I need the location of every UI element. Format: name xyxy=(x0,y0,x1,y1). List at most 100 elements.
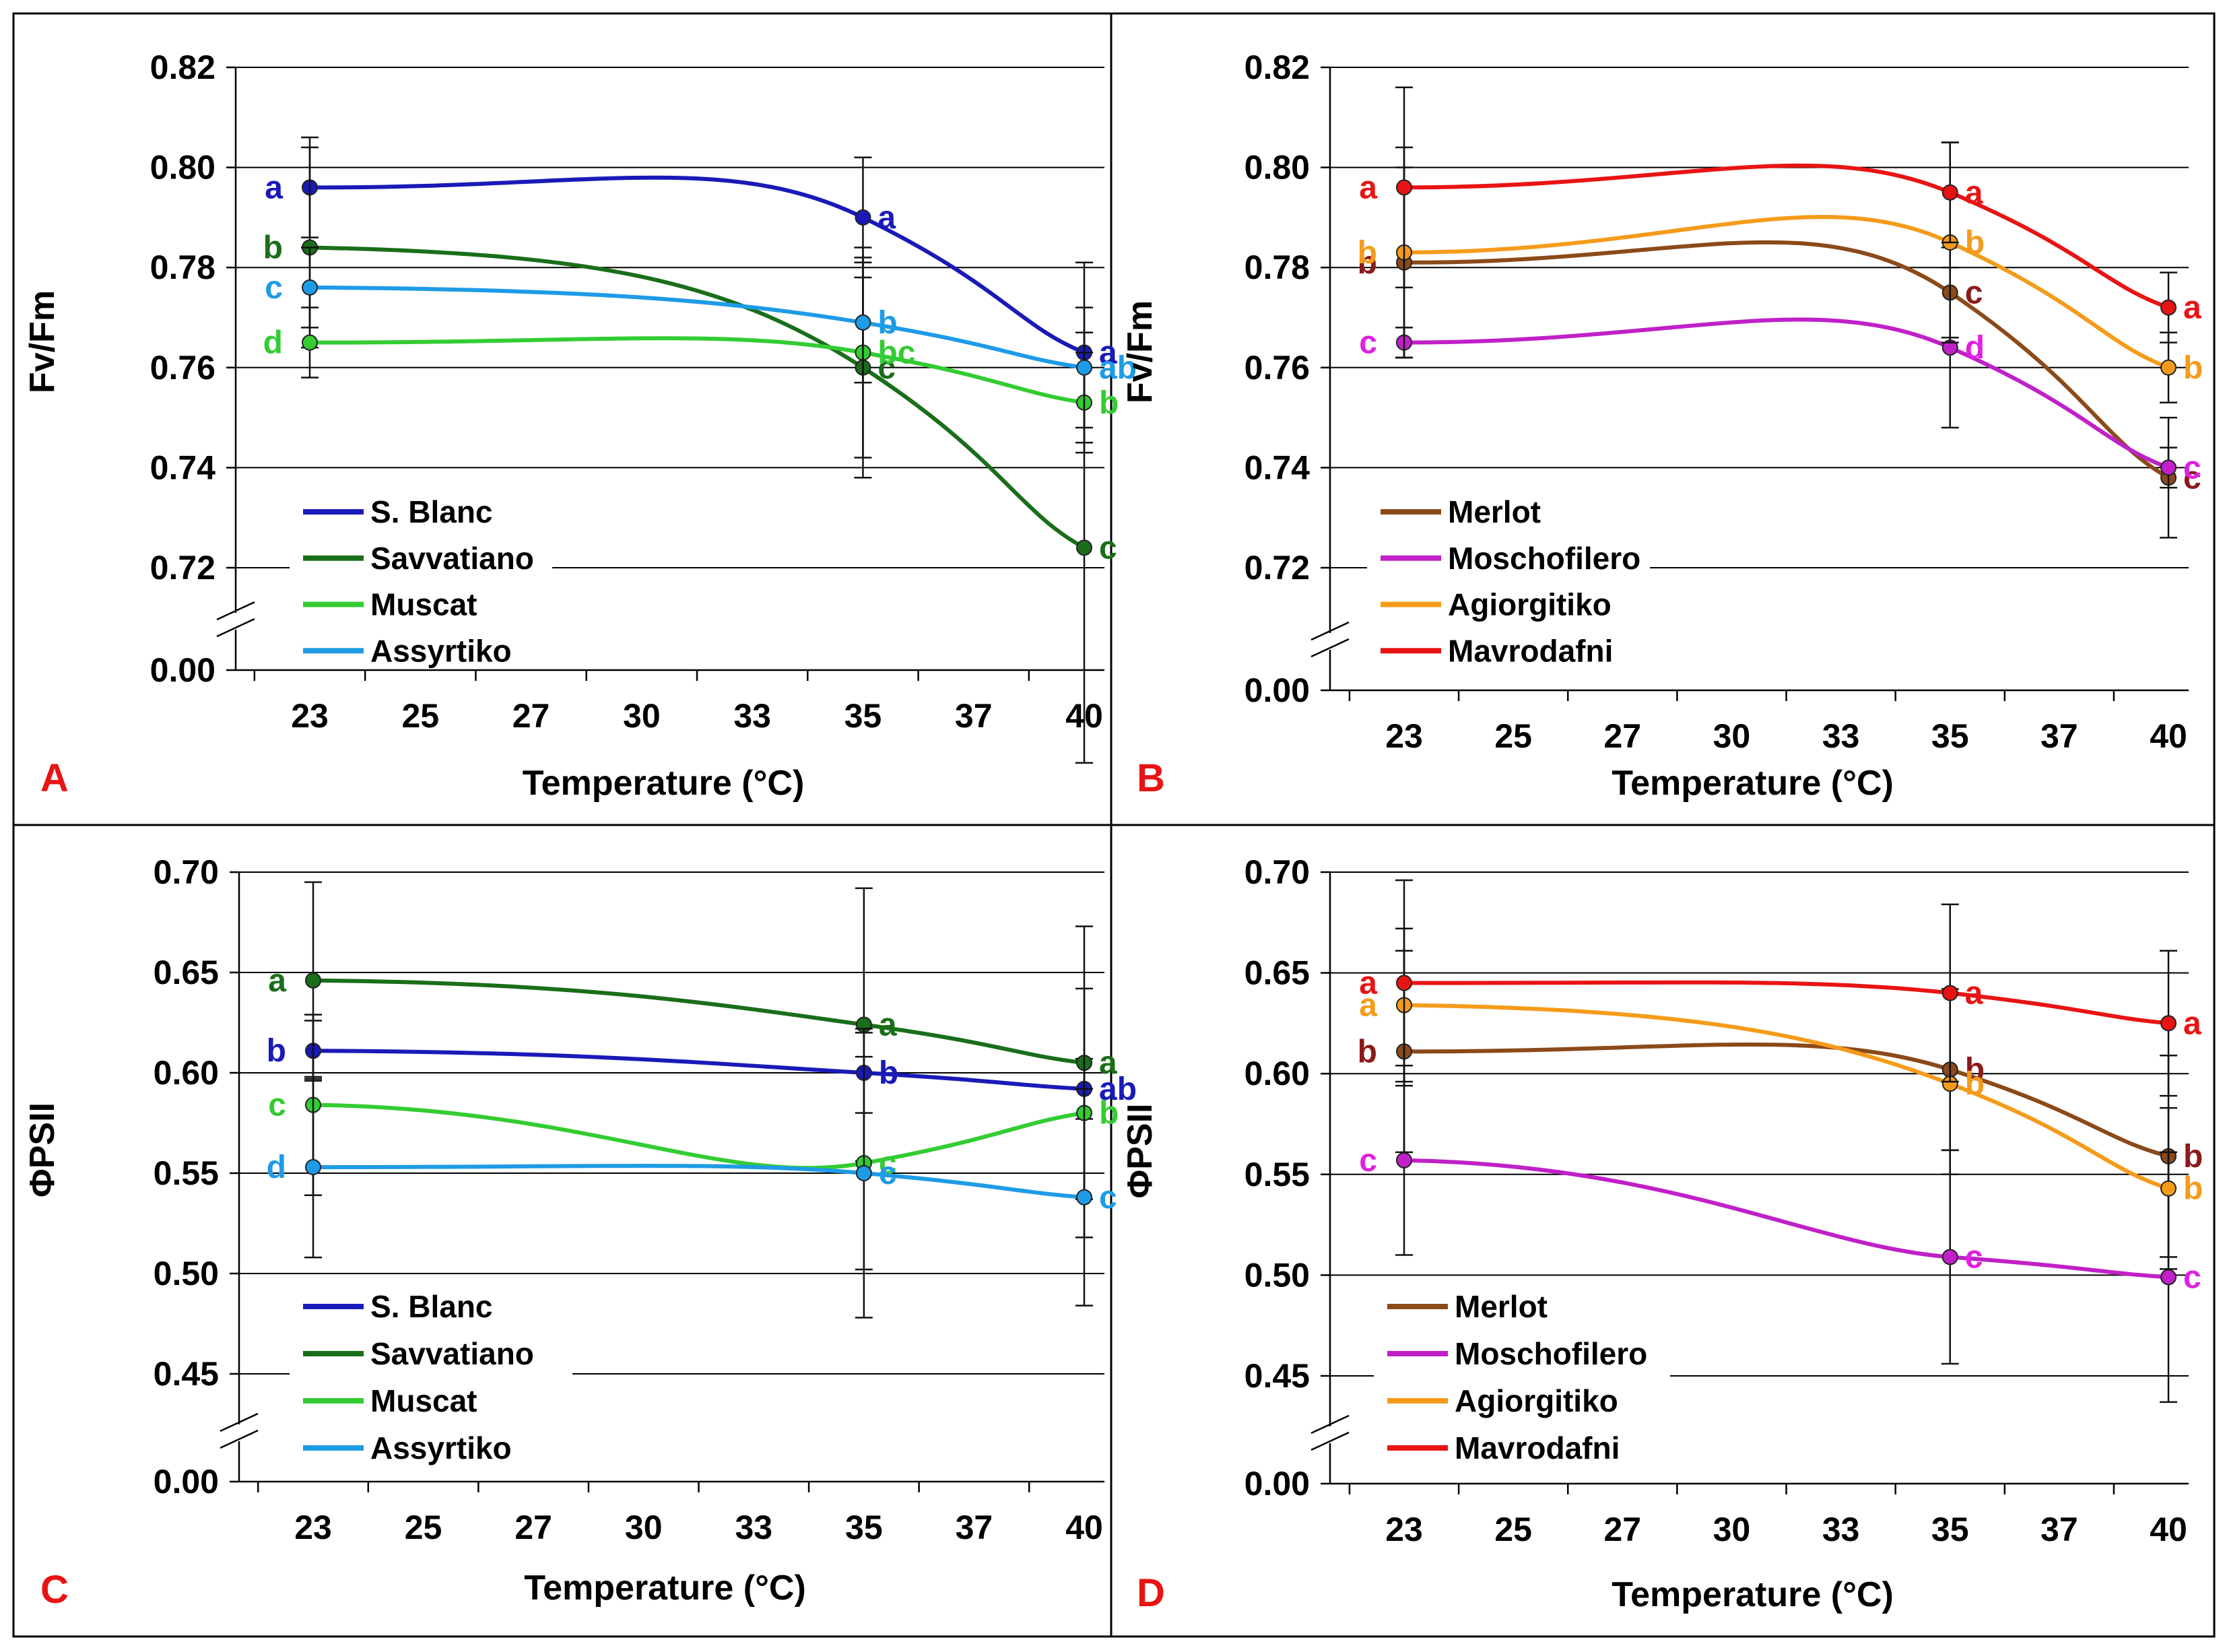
x-tick-label: 25 xyxy=(1494,1511,1532,1548)
significance-letter: c xyxy=(1099,530,1117,566)
axis-break-mark xyxy=(216,601,255,621)
legend-label: Moschofilero xyxy=(1455,1336,1647,1371)
significance-letter: b xyxy=(2183,1139,2203,1175)
data-point xyxy=(1076,1189,1092,1205)
legend-label: Savvatiano xyxy=(370,1336,534,1371)
x-tick-label: 40 xyxy=(2150,1511,2187,1548)
panel-a: 0.00 0.72 0.74 0.76 0.78 0.80 0.82 23 25 27 30 33 35… xyxy=(23,48,1137,803)
y-tick-label: 0.00 xyxy=(1245,671,1310,709)
y-axis-title: ΦPSII xyxy=(23,1102,62,1197)
x-tick-label: 35 xyxy=(1931,1511,1969,1548)
x-tick-label: 27 xyxy=(1603,1511,1641,1548)
significance-letter: ab xyxy=(1099,350,1137,386)
x-tick-label: 23 xyxy=(1385,1511,1423,1548)
x-tick-label: 30 xyxy=(1713,717,1751,755)
significance-letter: a xyxy=(2183,290,2201,326)
y-tick-label: 0.65 xyxy=(1245,954,1310,992)
y-tick-label: 0.80 xyxy=(1245,149,1310,187)
series-line xyxy=(1403,1158,2169,1280)
x-tick-label: 35 xyxy=(845,1509,883,1546)
legend-label: Assyrtiko xyxy=(370,633,512,668)
data-point xyxy=(2160,359,2177,376)
y-axis-title: ΦPSII xyxy=(1121,1104,1160,1199)
y-tick-label: 0.76 xyxy=(150,349,215,387)
significance-letter: a xyxy=(1359,987,1377,1023)
panel-b: 0.00 0.72 0.74 0.76 0.78 0.80 0.82 23 25 27 30 33 35… xyxy=(1121,48,2203,803)
y-tick-label: 0.82 xyxy=(1245,48,1310,86)
significance-letter: b xyxy=(1358,1034,1377,1069)
significance-letter: c xyxy=(1359,1143,1377,1179)
significance-letter: b xyxy=(1358,235,1377,271)
series-line xyxy=(309,175,1086,355)
panel-label: A xyxy=(40,756,69,800)
x-axis-title: Temperature (°C) xyxy=(1612,764,1894,803)
significance-letter: a xyxy=(1359,170,1377,205)
x-tick-label: 23 xyxy=(1385,717,1423,755)
legend-label: Mavrodafni xyxy=(1448,633,1613,668)
significance-letter: c xyxy=(2183,460,2201,496)
y-tick-label: 0.76 xyxy=(1245,349,1310,387)
y-tick-label: 0.80 xyxy=(150,149,215,187)
legend-label: Moschofilero xyxy=(1448,541,1640,576)
legend-label: Mavrodafni xyxy=(1455,1430,1620,1465)
legend-box xyxy=(1374,1278,1670,1467)
series-line xyxy=(1403,317,2170,470)
x-tick-label: 37 xyxy=(2040,1511,2078,1548)
x-tick-label: 40 xyxy=(1065,1509,1103,1546)
series-line xyxy=(1403,163,2169,310)
data-point xyxy=(2160,1180,2177,1197)
axis-break-mark xyxy=(1310,1414,1350,1434)
y-tick-label: 0.45 xyxy=(154,1355,219,1393)
panel-d: 0.00 0.45 0.50 0.55 0.60 0.65 0.70 23 25 27 30 33 35… xyxy=(1121,853,2203,1615)
significance-letter: b xyxy=(1099,1096,1119,1131)
axis-break-mark xyxy=(220,1412,259,1432)
x-tick-label: 33 xyxy=(1822,1511,1860,1548)
significance-letter: c xyxy=(2183,450,2201,486)
data-point xyxy=(1942,985,1958,1001)
significance-letter: b xyxy=(1965,1052,1985,1088)
legend-label: Agiorgitiko xyxy=(1448,587,1612,622)
legend-label: Assyrtiko xyxy=(370,1430,512,1465)
y-tick-label: 0.78 xyxy=(1245,249,1310,286)
data-point xyxy=(1396,1152,1412,1168)
y-tick-label: 0.00 xyxy=(154,1463,219,1500)
series-line xyxy=(1403,980,2169,1026)
y-tick-label: 0.55 xyxy=(1245,1156,1310,1193)
legend-label: Agiorgitiko xyxy=(1455,1383,1618,1418)
panel-label: C xyxy=(40,1568,69,1612)
x-tick-label: 30 xyxy=(623,697,661,735)
panel-label: D xyxy=(1137,1571,1165,1615)
data-point xyxy=(2160,1015,2177,1032)
x-tick-label: 25 xyxy=(401,697,439,735)
series-line xyxy=(1403,1003,2169,1191)
significance-letter: d xyxy=(1965,330,1985,366)
legend-label: Savvatiano xyxy=(370,541,534,576)
data-point xyxy=(1076,539,1092,556)
series-line xyxy=(1403,1042,2169,1158)
significance-letter: b xyxy=(1099,385,1119,421)
significance-letter: a xyxy=(879,1007,897,1043)
significance-letter: bc xyxy=(877,335,915,371)
x-tick-label: 23 xyxy=(294,1509,332,1546)
y-tick-label: 0.72 xyxy=(1245,549,1310,587)
data-point xyxy=(2160,299,2177,316)
significance-letter: b xyxy=(879,1055,898,1091)
data-point xyxy=(1396,974,1412,991)
significance-letter: a xyxy=(1965,976,1983,1012)
significance-letter: c xyxy=(1965,1239,1983,1275)
data-point xyxy=(302,334,318,351)
x-tick-label: 40 xyxy=(2150,717,2187,755)
significance-letter: a xyxy=(1099,1045,1117,1081)
significance-letter: a xyxy=(2183,1005,2201,1041)
significance-letter: ab xyxy=(1099,1071,1137,1107)
x-tick-label: 35 xyxy=(1931,717,1969,755)
x-tick-label: 30 xyxy=(625,1509,663,1546)
y-tick-label: 0.60 xyxy=(1245,1055,1310,1092)
significance-letter: c xyxy=(265,270,283,306)
significance-letter: b xyxy=(2183,350,2203,386)
y-tick-label: 0.82 xyxy=(150,48,215,86)
legend-box xyxy=(290,1278,572,1467)
y-tick-label: 0.65 xyxy=(154,954,219,991)
x-tick-label: 37 xyxy=(956,1509,993,1546)
